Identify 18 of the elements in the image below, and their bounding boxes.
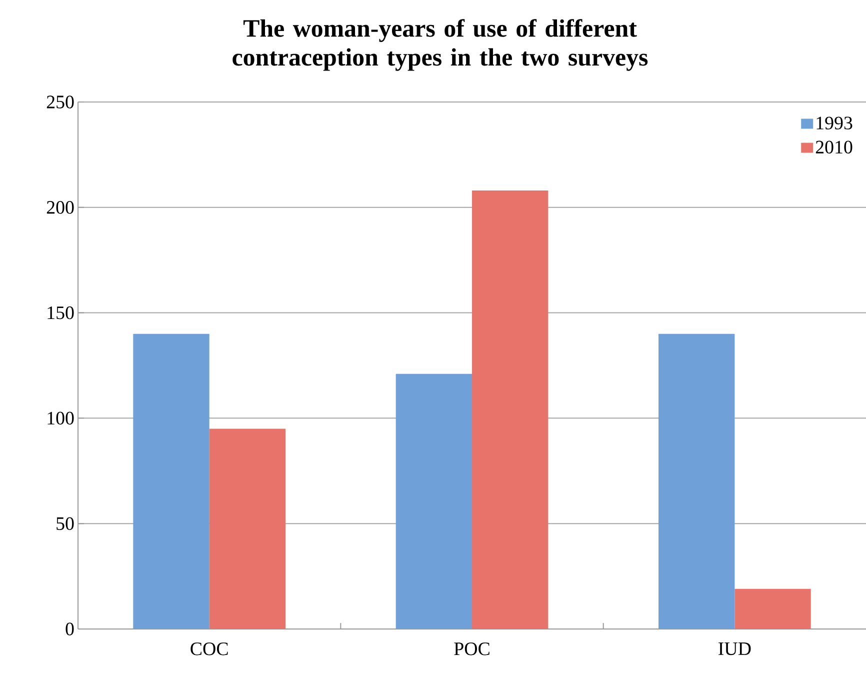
x-tick-label: COC [190, 642, 228, 656]
y-tick-label: 250 [46, 96, 74, 108]
x-tick-label: IUD [718, 642, 751, 656]
bar [209, 428, 286, 629]
bar [734, 588, 811, 629]
y-tick-label: 200 [46, 201, 74, 214]
y-tick-label: 50 [56, 517, 74, 530]
x-tick-label: POC [454, 642, 490, 656]
bar [396, 374, 472, 629]
y-tick-label: 150 [48, 306, 74, 320]
bar [472, 190, 548, 629]
legend-label: 1993 [816, 116, 852, 130]
bar [133, 334, 210, 629]
bar [658, 334, 735, 629]
y-tick-label: 100 [48, 412, 74, 425]
y-tick-label: 0 [66, 622, 74, 636]
chart-title: The woman-years of use of different contraception types in the two surveys [232, 19, 648, 71]
legend-label: 2010 [816, 140, 852, 154]
